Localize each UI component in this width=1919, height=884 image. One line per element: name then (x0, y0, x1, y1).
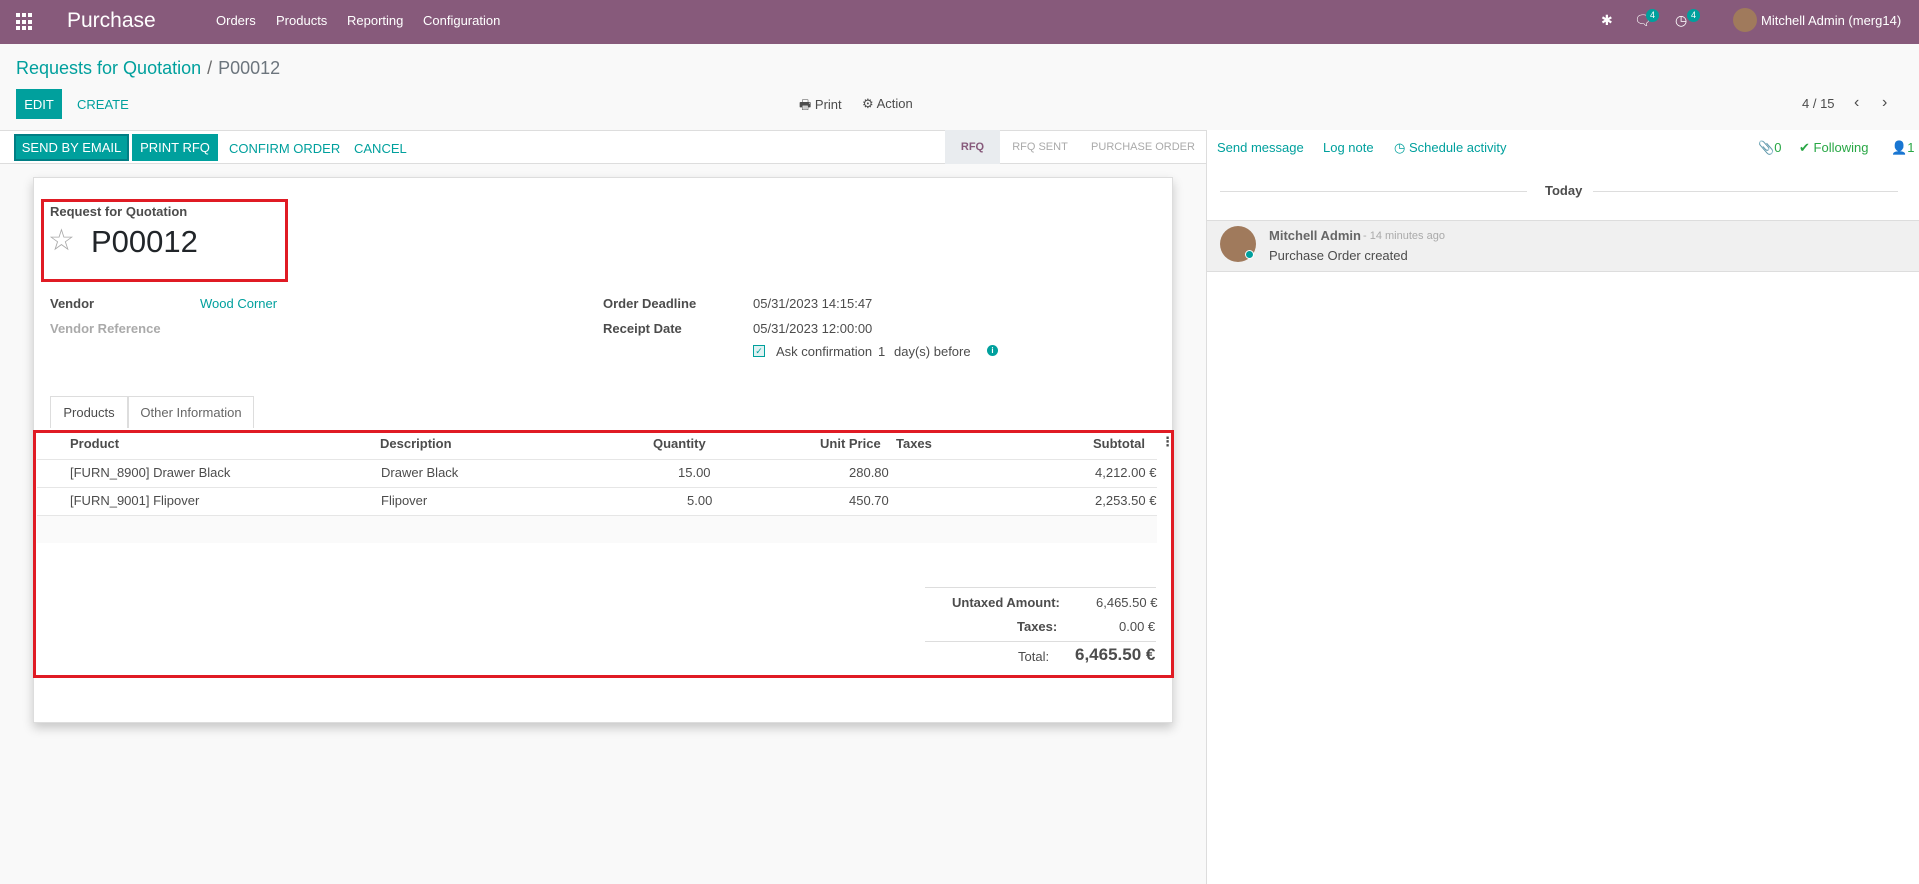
following-label: Following (1813, 140, 1869, 155)
taxes-value: 0.00 € (1119, 619, 1156, 634)
activities-badge: 4 (1687, 9, 1701, 22)
apps-menu-icon[interactable] (16, 13, 34, 31)
top-navbar: Purchase Orders Products Reporting Confi… (0, 0, 1919, 44)
star-icon[interactable]: ☆ (48, 224, 75, 257)
untaxed-amount-value: 6,465.50 € (1096, 595, 1158, 610)
message-body: Purchase Order created (1269, 248, 1408, 263)
receipt-date-field[interactable]: 05/31/2023 12:00:00 (753, 321, 873, 336)
order-deadline-label: Order Deadline (603, 296, 697, 311)
status-purchase-order[interactable]: PURCHASE ORDER (1091, 141, 1195, 153)
ask-confirmation-checkbox[interactable]: ✓ (753, 345, 765, 357)
doc-type-label: Request for Quotation (50, 204, 188, 219)
create-button[interactable]: CREATE (77, 97, 129, 112)
pager-next-icon[interactable]: › (1882, 94, 1888, 111)
breadcrumb-parent[interactable]: Requests for Quotation (16, 58, 202, 78)
app-name[interactable]: Purchase (67, 9, 156, 32)
menu-configuration[interactable]: Configuration (423, 13, 501, 28)
print-label: Print (814, 97, 842, 112)
ask-confirmation-label: Ask confirmation (776, 344, 873, 359)
messages-badge: 4 (1646, 9, 1660, 22)
table-row[interactable]: [FURN_8900] Drawer Black Drawer Black 15… (37, 460, 1157, 487)
send-message-button[interactable]: Send message (1217, 140, 1304, 155)
schedule-activity-label: Schedule activity (1408, 140, 1507, 155)
pager-value[interactable]: 4 / 15 (1802, 96, 1835, 111)
days-before-label: day(s) before (894, 344, 971, 359)
menu-orders[interactable]: Orders (216, 13, 256, 28)
action-label: Action (876, 96, 913, 111)
order-name: P00012 (91, 224, 198, 259)
line-unit-price: 280.80 (849, 465, 889, 480)
untaxed-amount-label: Untaxed Amount: (952, 595, 1060, 610)
order-deadline-field[interactable]: 05/31/2023 14:15:47 (753, 296, 873, 311)
attachments-button[interactable]: 📎0 (1758, 140, 1782, 155)
edit-button[interactable]: EDIT (16, 89, 62, 119)
online-status-icon (1245, 250, 1254, 259)
check-icon: ✔ (1799, 140, 1810, 155)
line-unit-price: 450.70 (849, 493, 889, 508)
confirm-order-button[interactable]: CONFIRM ORDER (229, 141, 341, 156)
confirmation-days-field[interactable]: 1 (878, 344, 886, 359)
print-dropdown[interactable]: 🖶 Print (799, 96, 842, 118)
line-subtotal: 4,212.00 € (1095, 465, 1157, 480)
menu-reporting[interactable]: Reporting (347, 13, 404, 28)
paperclip-icon: 📎 (1758, 140, 1775, 155)
order-lines-highlight (33, 430, 1174, 678)
followers-button[interactable]: 👤1 (1891, 140, 1915, 155)
action-dropdown[interactable]: ⚙ Action (862, 96, 913, 112)
table-row[interactable]: [FURN_9001] Flipover Flipover 5.00 450.7… (37, 488, 1157, 515)
vendor-field[interactable]: Wood Corner (200, 296, 278, 311)
user-avatar[interactable] (1733, 8, 1757, 32)
pager-previous-icon[interactable]: ‹ (1854, 94, 1860, 111)
status-rfq[interactable]: RFQ (945, 130, 1000, 164)
line-product: [FURN_8900] Drawer Black (70, 465, 231, 480)
col-product[interactable]: Product (70, 436, 120, 451)
schedule-activity-button[interactable]: ◷ Schedule activity (1394, 140, 1507, 156)
status-rfq-sent[interactable]: RFQ SENT (1012, 141, 1068, 153)
message-author[interactable]: Mitchell Admin (1269, 228, 1361, 243)
clock-icon: ◷ (1394, 140, 1406, 155)
message-time: - 14 minutes ago (1363, 230, 1445, 242)
menu-products[interactable]: Products (276, 13, 328, 28)
receipt-date-label: Receipt Date (603, 321, 682, 336)
title-highlight (41, 199, 288, 282)
taxes-label: Taxes: (1017, 619, 1058, 634)
print-rfq-button[interactable]: PRINT RFQ (132, 134, 218, 161)
tab-products[interactable]: Products (50, 396, 128, 428)
bug-icon[interactable]: ✱ (1601, 12, 1613, 28)
form-sheet (33, 177, 1173, 723)
total-label: Total: (1018, 649, 1050, 664)
cancel-button[interactable]: CANCEL (354, 141, 407, 156)
send-by-email-button[interactable]: SEND BY EMAIL (14, 134, 129, 161)
line-description: Flipover (381, 493, 428, 508)
col-quantity[interactable]: Quantity (653, 436, 706, 451)
message-item[interactable] (1207, 220, 1919, 272)
line-quantity: 15.00 (678, 465, 711, 480)
following-button[interactable]: ✔ Following (1799, 140, 1868, 156)
line-quantity: 5.00 (687, 493, 713, 508)
col-description[interactable]: Description (380, 436, 452, 451)
activities-icon[interactable]: ◷ (1675, 12, 1688, 28)
print-icon: 🖶 (799, 97, 812, 112)
info-icon[interactable]: i (987, 345, 998, 356)
vendor-reference-label: Vendor Reference (50, 321, 161, 336)
col-unit-price[interactable]: Unit Price (820, 436, 881, 451)
line-description: Drawer Black (381, 465, 459, 480)
col-subtotal[interactable]: Subtotal (1093, 436, 1145, 451)
vendor-reference-field[interactable] (200, 318, 540, 338)
user-icon: 👤 (1891, 140, 1908, 155)
gear-icon: ⚙ (862, 96, 874, 111)
empty-row (37, 516, 1157, 543)
line-subtotal: 2,253.50 € (1095, 493, 1157, 508)
breadcrumb: Requests for Quotation / P00012 (16, 58, 281, 78)
user-menu[interactable]: Mitchell Admin (merg14) (1761, 13, 1902, 28)
breadcrumb-current: P00012 (218, 58, 281, 78)
col-taxes[interactable]: Taxes (896, 436, 932, 451)
date-separator: Today (1545, 183, 1583, 198)
total-value: 6,465.50 € (1075, 645, 1156, 664)
line-product: [FURN_9001] Flipover (70, 493, 200, 508)
optional-columns-icon[interactable]: ⋮ (1161, 434, 1174, 449)
log-note-button[interactable]: Log note (1323, 140, 1374, 155)
tab-other-information[interactable]: Other Information (128, 396, 254, 428)
vendor-label: Vendor (50, 296, 95, 311)
